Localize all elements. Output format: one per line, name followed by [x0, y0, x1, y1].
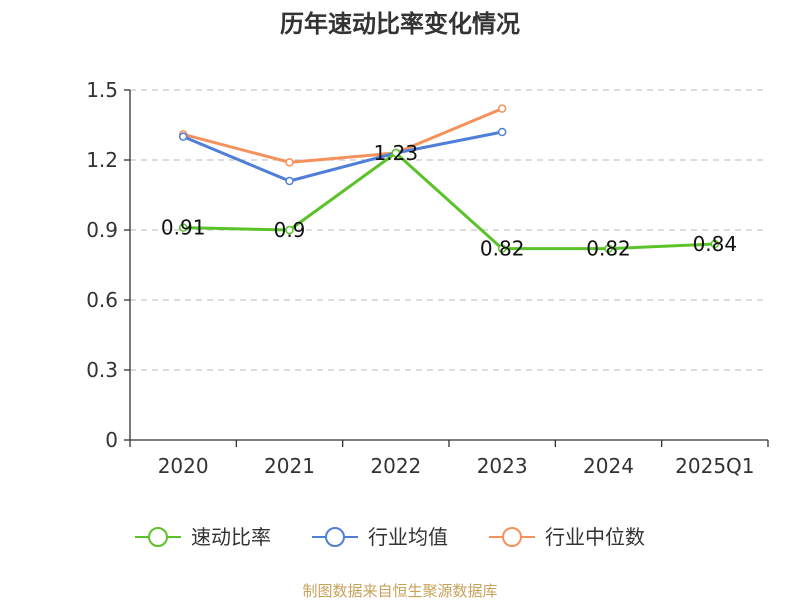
- x-tick-label: 2023: [477, 454, 528, 478]
- data-point[interactable]: [178, 223, 188, 232]
- data-labels: 0.91 0.9 1.23 0.82 0.82 0.84: [161, 141, 737, 261]
- data-label: 0.82: [480, 237, 525, 261]
- series-layer: [178, 104, 720, 253]
- legend-marker: [148, 527, 168, 547]
- y-tick-label: 0.6: [86, 288, 118, 312]
- data-point[interactable]: [178, 132, 188, 141]
- series-line-2: [182, 107, 503, 164]
- legend-label: 行业中位数: [545, 525, 645, 549]
- data-point[interactable]: [497, 104, 507, 113]
- legend-marker: [325, 527, 345, 547]
- data-point[interactable]: [497, 244, 507, 253]
- x-tick-label: 2022: [370, 454, 421, 478]
- data-point[interactable]: [285, 158, 294, 167]
- data-label: 0.91: [161, 216, 206, 240]
- data-label: 0.9: [274, 218, 306, 242]
- y-tick-label: 0.9: [86, 218, 118, 242]
- legend-marker: [502, 527, 522, 547]
- grid-lines: [130, 89, 768, 371]
- y-tick-label: 1.2: [86, 148, 118, 172]
- x-tick-label: 2024: [583, 454, 634, 478]
- x-tick-label: 2021: [264, 454, 315, 478]
- legend-item-0[interactable]: 速动比率: [135, 525, 271, 549]
- y-tick-label: 0.3: [86, 358, 118, 382]
- data-label: 0.84: [693, 232, 738, 256]
- data-point[interactable]: [710, 239, 720, 249]
- data-point[interactable]: [391, 148, 401, 158]
- chart-title: 历年速动比率变化情况: [280, 10, 520, 38]
- legend-item-1[interactable]: 行业均值: [312, 525, 448, 549]
- data-point[interactable]: [604, 244, 613, 253]
- legend-item-2[interactable]: 行业中位数: [489, 525, 645, 549]
- data-label: 1.23: [374, 141, 419, 165]
- series-line-1: [182, 130, 503, 183]
- y-tick-label: 0: [105, 428, 118, 452]
- legend[interactable]: 速动比率 行业均值 行业中位数: [135, 525, 645, 549]
- legend-label: 速动比率: [191, 525, 271, 549]
- series-line-0: [183, 151, 715, 251]
- axes: 0 0.3 0.6 0.9 1.2 1.5 2020 2021 2022 2023 2024 2025…: [86, 78, 769, 478]
- x-tick-label: 2025Q1: [675, 454, 754, 478]
- legend-label: 行业均值: [368, 525, 448, 549]
- x-tick-label: 2020: [158, 454, 209, 478]
- data-point[interactable]: [497, 127, 507, 137]
- data-label: 0.82: [586, 237, 631, 261]
- y-tick-label: 1.5: [86, 78, 118, 102]
- data-point[interactable]: [285, 225, 294, 235]
- source-note: 制图数据来自恒生聚源数据库: [302, 582, 497, 600]
- data-point[interactable]: [285, 176, 294, 186]
